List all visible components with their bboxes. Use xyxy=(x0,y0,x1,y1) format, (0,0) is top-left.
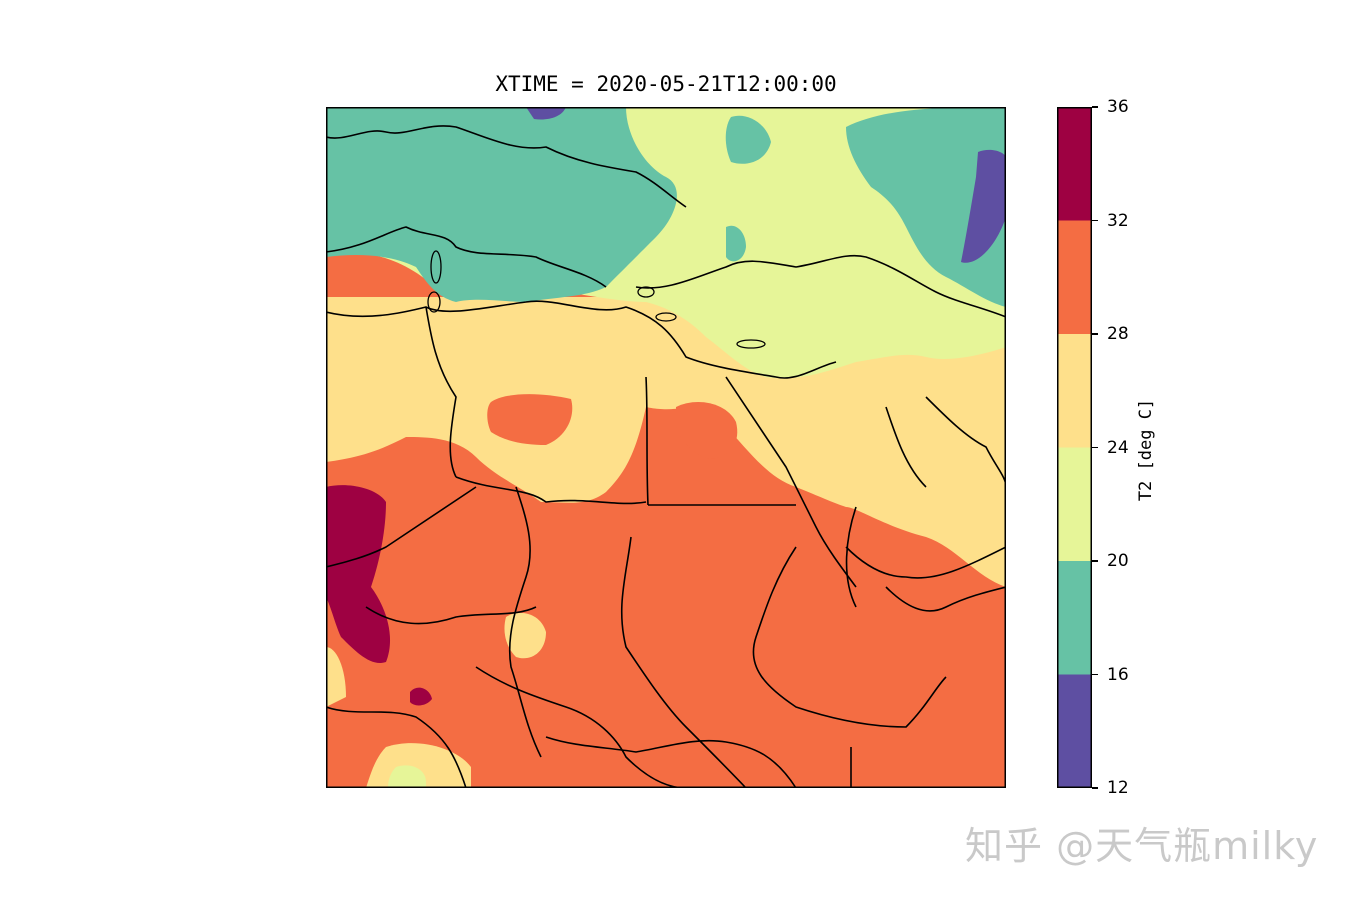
contour-12-16 xyxy=(526,107,566,120)
contour-16-20 xyxy=(725,115,771,164)
colorbar xyxy=(1057,107,1092,788)
colorbar-segment xyxy=(1057,334,1092,448)
colorbar-segment xyxy=(1057,561,1092,675)
colorbar-tick-label: 12 xyxy=(1107,778,1129,798)
contour-16-20 xyxy=(326,107,677,302)
colorbar-tick-mark xyxy=(1092,560,1098,562)
contour-32-36 xyxy=(326,485,391,663)
contour-28-32 xyxy=(676,402,738,459)
colorbar-label: T2 [deg C] xyxy=(1136,398,1156,502)
colorbar-tick-mark xyxy=(1092,787,1098,789)
contour-12-16 xyxy=(961,149,1006,263)
contour-20-24 xyxy=(388,765,426,788)
contour-28-32 xyxy=(487,394,573,445)
colorbar-tick-mark xyxy=(1092,219,1098,222)
map-title: XTIME = 2020-05-21T12:00:00 xyxy=(495,72,837,96)
colorbar-tick-label: 32 xyxy=(1107,210,1129,231)
colorbar-tick-label: 20 xyxy=(1107,551,1129,571)
colorbar-tick-mark xyxy=(1092,673,1098,676)
colorbar-segment xyxy=(1057,107,1092,221)
colorbar-tick-label: 16 xyxy=(1107,664,1129,685)
colorbar-tick-label: 36 xyxy=(1107,97,1129,117)
colorbar-tick-mark xyxy=(1092,106,1098,108)
colorbar-tick-mark xyxy=(1092,333,1098,335)
contour-16-20 xyxy=(726,225,746,262)
temperature-map xyxy=(326,107,1006,788)
country-borders xyxy=(326,125,1006,788)
colorbar-tick-label: 24 xyxy=(1107,437,1129,458)
contour-24-28 xyxy=(326,297,1006,587)
contour-32-36 xyxy=(410,687,432,706)
watermark: 知乎 @天气瓶milky xyxy=(965,824,1319,868)
colorbar-tick-label: 28 xyxy=(1107,324,1129,344)
contour-24-28 xyxy=(326,647,346,707)
colorbar-segment xyxy=(1057,447,1092,561)
contour-24-28 xyxy=(504,612,546,659)
colorbar-tick-mark xyxy=(1092,446,1098,449)
colorbar-segment xyxy=(1057,674,1092,788)
colorbar-segment xyxy=(1057,220,1092,334)
